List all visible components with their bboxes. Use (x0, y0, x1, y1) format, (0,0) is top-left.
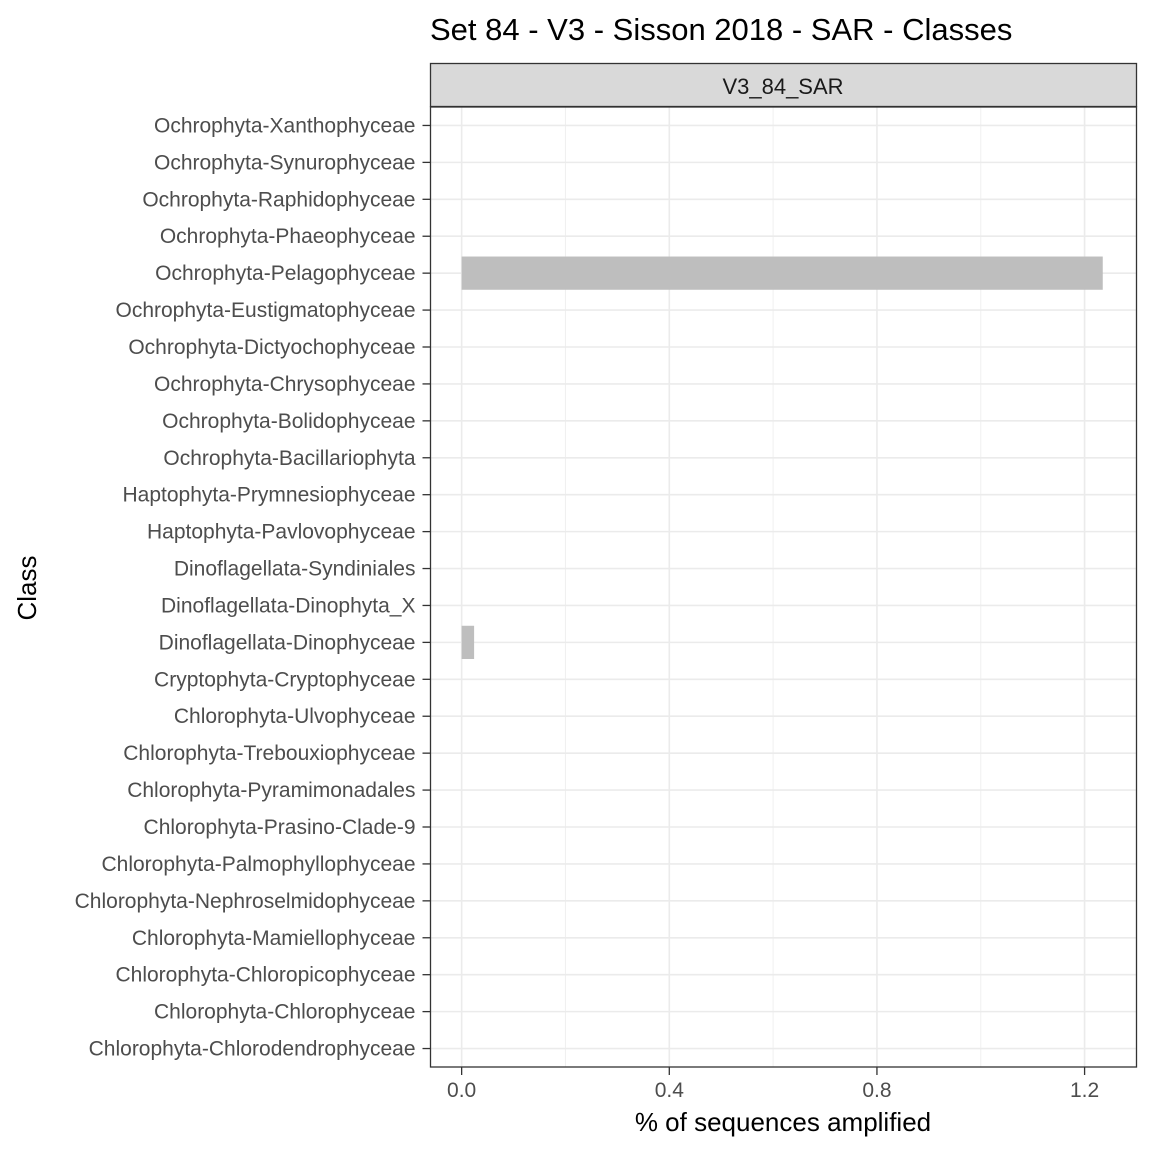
facet-label: V3_84_SAR (722, 74, 843, 99)
y-tick-label: Chlorophyta-Pyramimonadales (127, 779, 415, 802)
y-tick-label: Ochrophyta-Synurophyceae (154, 151, 416, 174)
plot-panel (430, 107, 1137, 1067)
y-tick-label: Chlorophyta-Chloropicophyceae (115, 964, 415, 987)
x-axis-title: % of sequences amplified (635, 1107, 931, 1137)
x-tick-label: 0.4 (655, 1079, 685, 1102)
y-tick-label: Chlorophyta-Prasino-Clade-9 (144, 816, 416, 839)
facet-strip: V3_84_SAR (429, 62, 1138, 108)
y-tick-label: Ochrophyta-Bolidophyceae (162, 410, 415, 433)
y-tick-label: Dinoflagellata-Dinophyta_X (161, 594, 416, 617)
y-tick-label: Ochrophyta-Raphidophyceae (142, 188, 415, 211)
x-tick-label: 0.0 (447, 1079, 476, 1102)
major-gridlines (430, 107, 1137, 1067)
x-tick-label: 1.2 (1070, 1079, 1099, 1102)
y-tick-label: Ochrophyta-Eustigmatophyceae (116, 299, 416, 322)
y-tick-label: Chlorophyta-Ulvophyceae (174, 705, 416, 728)
y-tick-label: Chlorophyta-Nephroselmidophyceae (75, 890, 416, 913)
y-tick-label: Ochrophyta-Chrysophyceae (154, 373, 415, 396)
y-axis-title: Class (12, 555, 42, 620)
y-tick-label: Chlorophyta-Chlorodendrophyceae (89, 1038, 416, 1061)
y-tick-label: Chlorophyta-Trebouxiophyceae (123, 742, 415, 765)
bars (461, 256, 1103, 659)
y-tick-label: Dinoflagellata-Dinophyceae (159, 631, 416, 654)
y-axis: Ochrophyta-Xanthophyceae Ochrophyta-Synur… (75, 114, 431, 1061)
y-tick-label: Ochrophyta-Bacillariophyta (163, 447, 415, 470)
y-tick-label: Ochrophyta-Xanthophyceae (154, 114, 416, 137)
y-tick-label: Haptophyta-Prymnesiophyceae (123, 484, 416, 507)
y-tick-label: Haptophyta-Pavlovophyceae (147, 521, 416, 544)
plot-panel-border (429, 106, 1138, 1068)
x-axis: 0.0 0.4 0.8 1.2 (447, 1067, 1099, 1102)
chart-title: Set 84 - V3 - Sisson 2018 - SAR - Classe… (430, 12, 1012, 47)
x-tick-label: 0.8 (862, 1079, 891, 1102)
y-tick-label: Cryptophyta-Cryptophyceae (154, 668, 415, 691)
y-tick-label: Chlorophyta-Mamiellophyceae (132, 927, 416, 950)
bar (461, 256, 1103, 290)
facet-strip-background (429, 62, 1138, 108)
y-tick-label: Dinoflagellata-Syndiniales (174, 558, 416, 581)
y-tick-label: Chlorophyta-Chlorophyceae (154, 1001, 416, 1024)
bar (461, 625, 475, 659)
y-tick-label: Ochrophyta-Pelagophyceae (155, 262, 415, 285)
y-tick-label: Ochrophyta-Dictyochophyceae (128, 336, 415, 359)
y-tick-label: Chlorophyta-Palmophyllophyceae (101, 853, 415, 876)
y-tick-label: Ochrophyta-Phaeophyceae (160, 225, 416, 248)
